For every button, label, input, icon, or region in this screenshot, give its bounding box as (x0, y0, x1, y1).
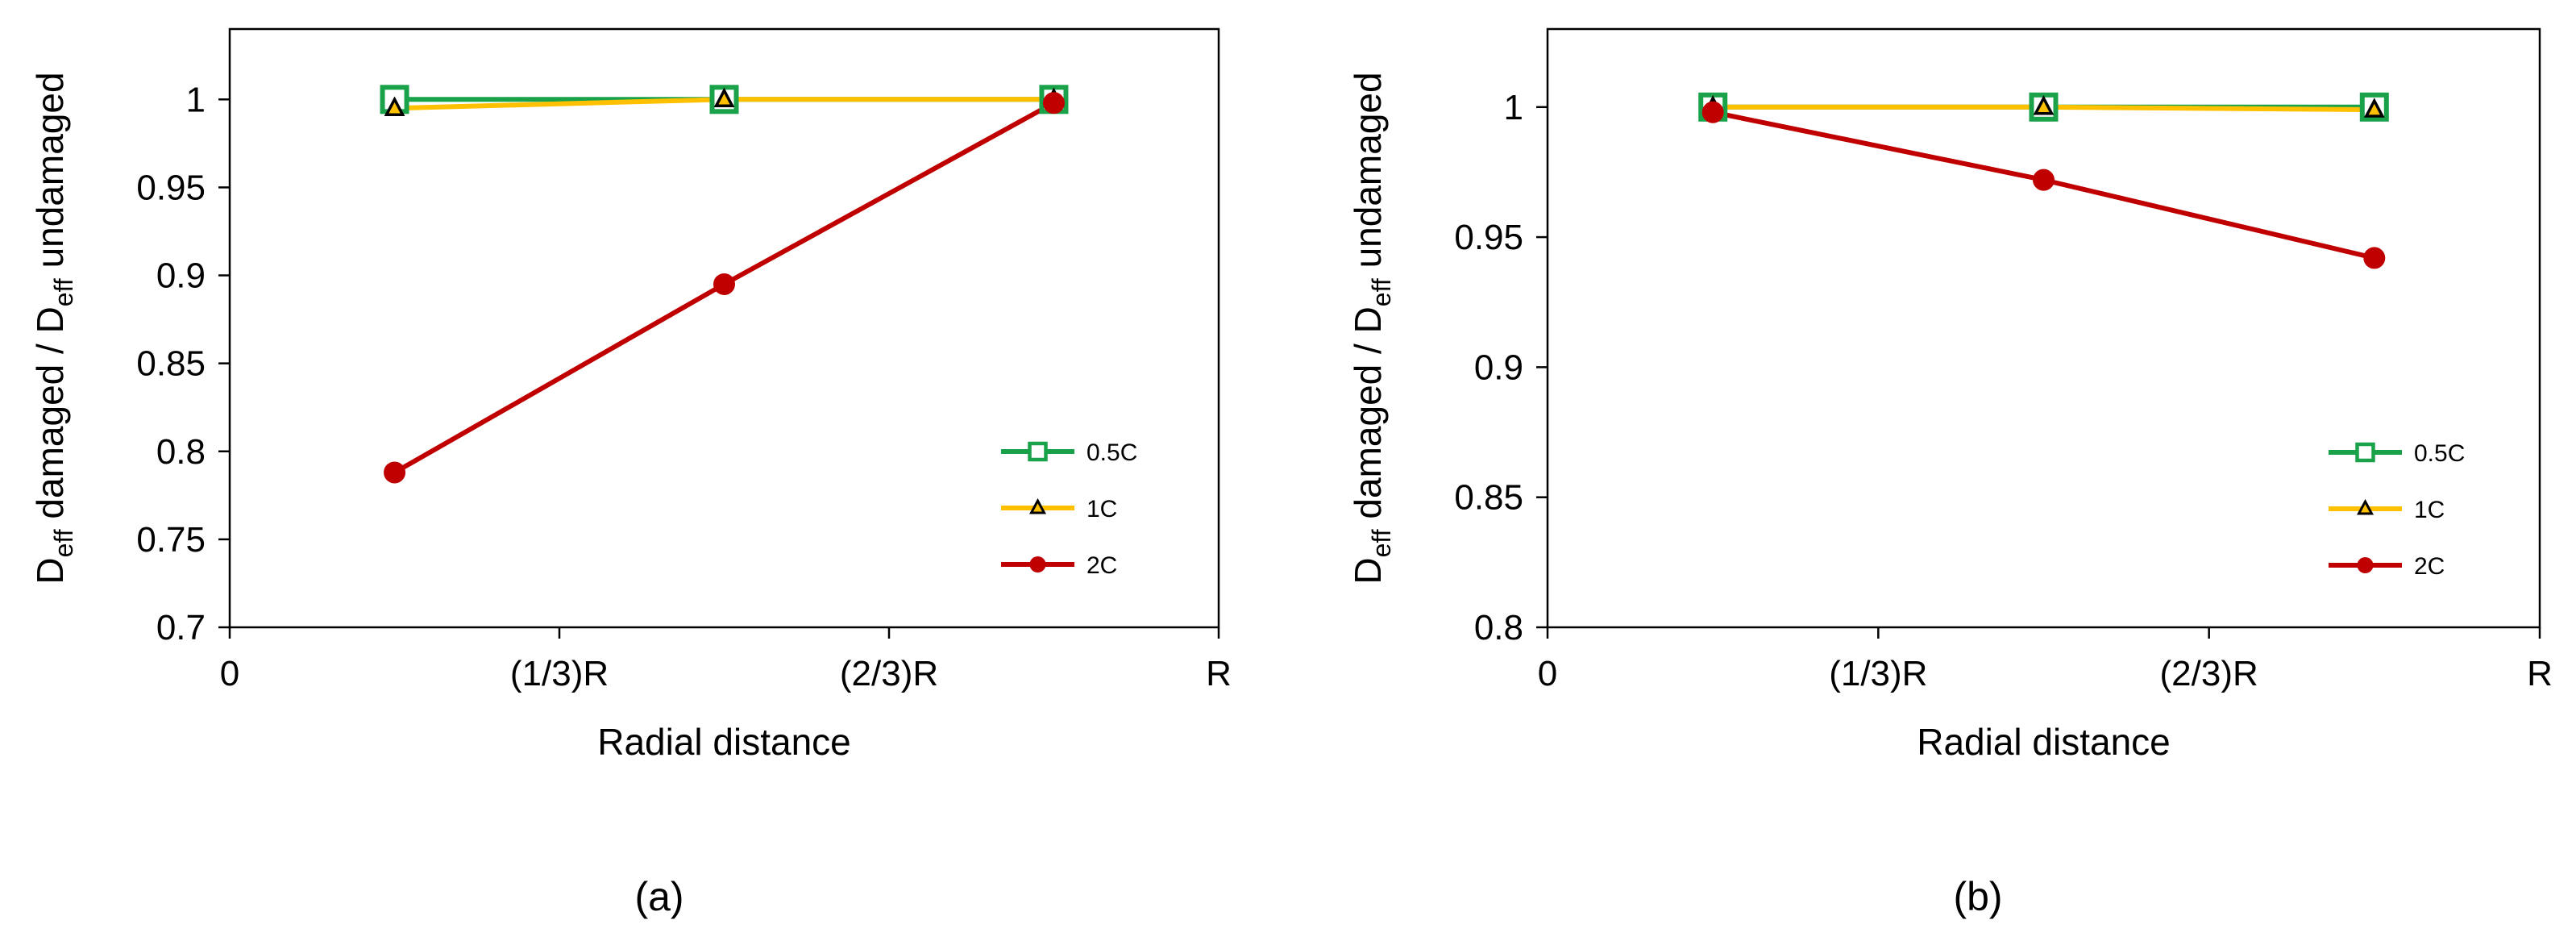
panel-b-x-tick-label: 0 (1538, 654, 1557, 693)
panel-a-legend-marker-1C (1029, 497, 1046, 514)
panel-b-point-1C (2363, 98, 2385, 118)
panel-b-legend-marker-0.5C (2355, 442, 2375, 463)
panel-a-x-tick-label: (1/3)R (510, 654, 609, 693)
panel-b-legend-marker-1C (2357, 498, 2374, 515)
panel-b-point-2C (2363, 247, 2386, 269)
panel-b-point-2C (2033, 169, 2055, 191)
panel-a-y-label-text: D (29, 557, 71, 584)
panel-a-y-label-subscript: eff (49, 278, 78, 306)
panel-b-point-2C (1701, 101, 1724, 123)
panel-a-legend-marker-2C (1029, 556, 1046, 572)
panel-a-legend: 0.5C 1C 2C (1001, 439, 1137, 579)
panel-b-y-tick-label: 0.8 (1474, 608, 1523, 647)
panel-a-y-label-subscript: eff (49, 529, 78, 557)
panel-b-y-label-text: D (1347, 557, 1389, 584)
panel-b-x-tick-label: (2/3)R (2160, 654, 2258, 693)
panel-b-y-tick-label: 1 (1504, 88, 1523, 127)
panel-b-y-tick-label: 0.85 (1454, 478, 1523, 518)
panel-b-legend-marker-2C (2357, 557, 2374, 573)
panel-b-point-1C (2033, 95, 2055, 115)
panel-a-y-tick-label: 1 (186, 80, 206, 119)
panel-a-x-tick-label: (2/3)R (840, 654, 938, 693)
panel-b-legend-label-1C: 1C (2414, 497, 2445, 523)
panel-b-y-label-text: damaged / D (1347, 306, 1389, 529)
panel-a-point-2C (384, 461, 406, 484)
panel-b-y-label-subscript: eff (1367, 529, 1396, 557)
panel-a-legend-label-1C: 1C (1086, 496, 1117, 522)
panel-a-y-tick-label: 0.85 (136, 344, 206, 384)
panel-a-y-tick-label: 0.7 (156, 608, 206, 647)
panel-a-y-tick-label: 0.95 (136, 168, 206, 207)
panel-b-y-tick-label: 0.95 (1454, 218, 1523, 257)
panel-a-legend-marker-0.5C (1028, 441, 1048, 462)
panel-a-x-axis-label: Radial distance (597, 721, 851, 763)
panel-a-point-2C (713, 273, 735, 295)
panel-a-point-1C (384, 96, 405, 116)
panel-a-plot-area (228, 27, 1220, 629)
panel-a-x-tick-label: R (1206, 654, 1232, 693)
panel-b-caption: (b) (1953, 874, 2002, 919)
panel-b-y-tick-label: 0.9 (1474, 348, 1523, 387)
panel-b-chart: 0 (1/3)R (2/3)R R 0.8 0.85 0.9 0.95 1 Radial dist… (1347, 27, 2553, 919)
panel-a-y-axis-label: Deff damaged / Deff undamaged (29, 72, 78, 584)
panel-b-x-axis-label: Radial distance (1917, 721, 2171, 763)
panel-b-y-axis-label: Deff damaged / Deff undamaged (1347, 72, 1396, 584)
panel-a-y-label-text: undamaged (29, 72, 71, 278)
panel-b-legend-label-0.5C: 0.5C (2414, 440, 2465, 467)
panel-b-x-tick-label: R (2527, 654, 2553, 693)
panel-a-point-1C (713, 87, 735, 108)
panel-a-chart: 0 (1/3)R (2/3)R R 0.7 0.75 0.8 0.85 0.9 0.95 1 Radi… (29, 27, 1232, 919)
panel-b-legend: 0.5C 1C 2C (2329, 440, 2465, 580)
panel-b-legend-label-2C: 2C (2414, 553, 2445, 580)
panel-b-x-tick-label: (1/3)R (1829, 654, 1927, 693)
panel-a-caption: (a) (634, 874, 683, 919)
panel-a-y-tick-label: 0.9 (156, 256, 206, 296)
panel-a-y-label-text: damaged / D (29, 306, 71, 529)
panel-b-y-label-subscript: eff (1367, 278, 1396, 306)
panel-b-plot-area (1546, 27, 2541, 629)
panel-a-x-tick-label: 0 (220, 654, 239, 693)
panel-a-y-tick-label: 0.75 (136, 520, 206, 560)
panel-a-y-tick-label: 0.8 (156, 432, 206, 472)
panel-a-legend-label-2C: 2C (1086, 552, 1117, 579)
panel-a-legend-label-0.5C: 0.5C (1086, 439, 1137, 466)
panel-a-point-2C (1042, 92, 1065, 114)
panel-b-point-0.5C (2029, 92, 2059, 122)
panel-b-y-label-text: undamaged (1347, 72, 1389, 278)
